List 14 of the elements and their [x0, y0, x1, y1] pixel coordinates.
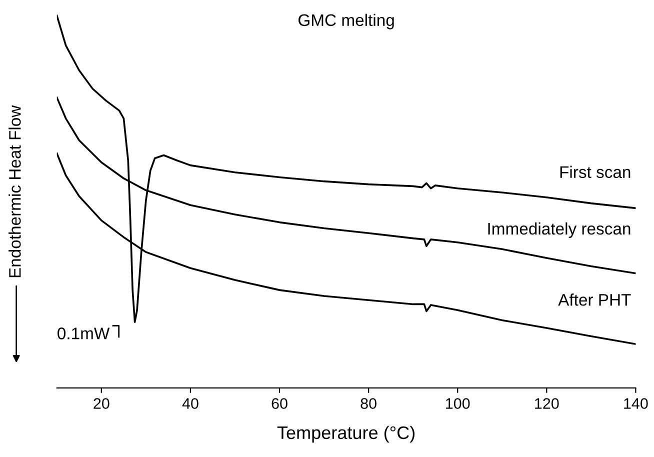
x-tick-label: 100: [446, 398, 470, 409]
x-tick-label: 120: [535, 398, 559, 409]
x-tick-label: 40: [182, 398, 198, 409]
y-axis-title: Endothermic Heat Flow: [8, 105, 21, 278]
x-tick-label: 140: [624, 398, 648, 409]
series-label: Immediately rescan: [488, 222, 630, 238]
x-tick-label: 20: [94, 398, 110, 409]
x-axis-title: Temperature (°C): [277, 426, 415, 443]
series-label: First scan: [560, 166, 630, 178]
chart-title: GMC melting: [298, 14, 394, 30]
annotation: 0.1mW: [58, 328, 110, 340]
x-tick-label: 80: [360, 398, 376, 409]
series-label: After PHT: [558, 294, 631, 306]
x-tick-label: 60: [272, 398, 288, 409]
